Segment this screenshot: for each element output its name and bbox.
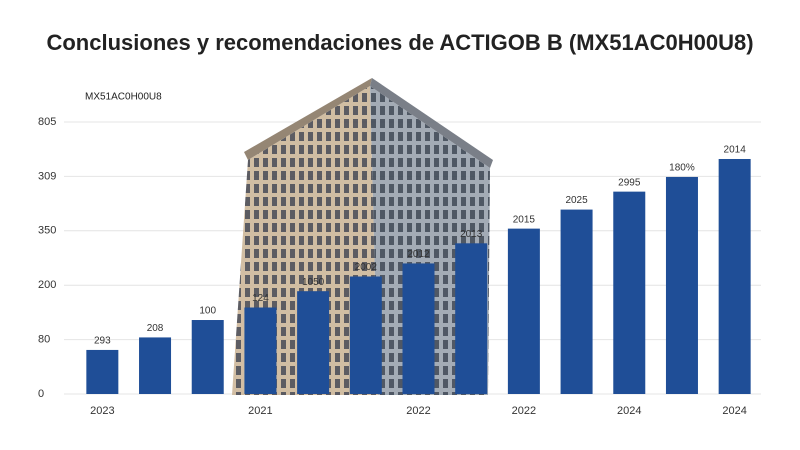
bar xyxy=(191,320,224,394)
bar-annotation: 100 xyxy=(199,306,216,317)
bar xyxy=(297,291,330,394)
bar-annotation: 124 xyxy=(252,293,269,304)
x-tick-label: 2022 xyxy=(512,405,536,417)
bar xyxy=(665,176,698,394)
chart-subtitle: MX51AC0H00U8 xyxy=(85,92,162,103)
bar xyxy=(718,158,751,394)
y-tick-label: 350 xyxy=(38,225,56,237)
x-tick-label: 2022 xyxy=(406,405,430,417)
y-tick-label: 200 xyxy=(38,279,56,291)
bar xyxy=(86,349,119,394)
bar xyxy=(455,243,488,394)
bar-annotation: 293 xyxy=(94,336,111,347)
bar-annotation: 1050 xyxy=(302,277,325,288)
y-tick-label: 0 xyxy=(38,388,44,400)
bar xyxy=(139,337,172,394)
x-tick-label: 2023 xyxy=(90,405,114,417)
bar-annotation: 180% xyxy=(669,163,695,174)
bar xyxy=(349,276,382,394)
y-tick-label: 805 xyxy=(38,116,56,128)
x-tick-label: 2021 xyxy=(248,405,272,417)
bar xyxy=(402,263,435,394)
bar xyxy=(560,209,593,394)
bar-annotation: 2015 xyxy=(513,214,536,225)
x-tick-label: 2024 xyxy=(722,405,746,417)
bar-annotation: 208 xyxy=(147,323,164,334)
bar-annotation: 2013 xyxy=(460,229,483,240)
bar-annotation: 2012 xyxy=(407,249,430,260)
bar-annotation: 2002 xyxy=(355,262,378,273)
bar-annotation: 2014 xyxy=(724,145,747,156)
y-tick-label: 80 xyxy=(38,334,50,346)
y-tick-label: 309 xyxy=(38,170,56,182)
bar-annotation: 2025 xyxy=(565,195,588,206)
chart-title: Conclusiones y recomendaciones de ACTIGO… xyxy=(46,30,753,55)
bar-annotation: 2995 xyxy=(618,177,641,188)
bar xyxy=(244,307,277,394)
x-tick-label: 2024 xyxy=(617,405,641,417)
bar xyxy=(507,228,540,394)
bar xyxy=(613,191,646,394)
